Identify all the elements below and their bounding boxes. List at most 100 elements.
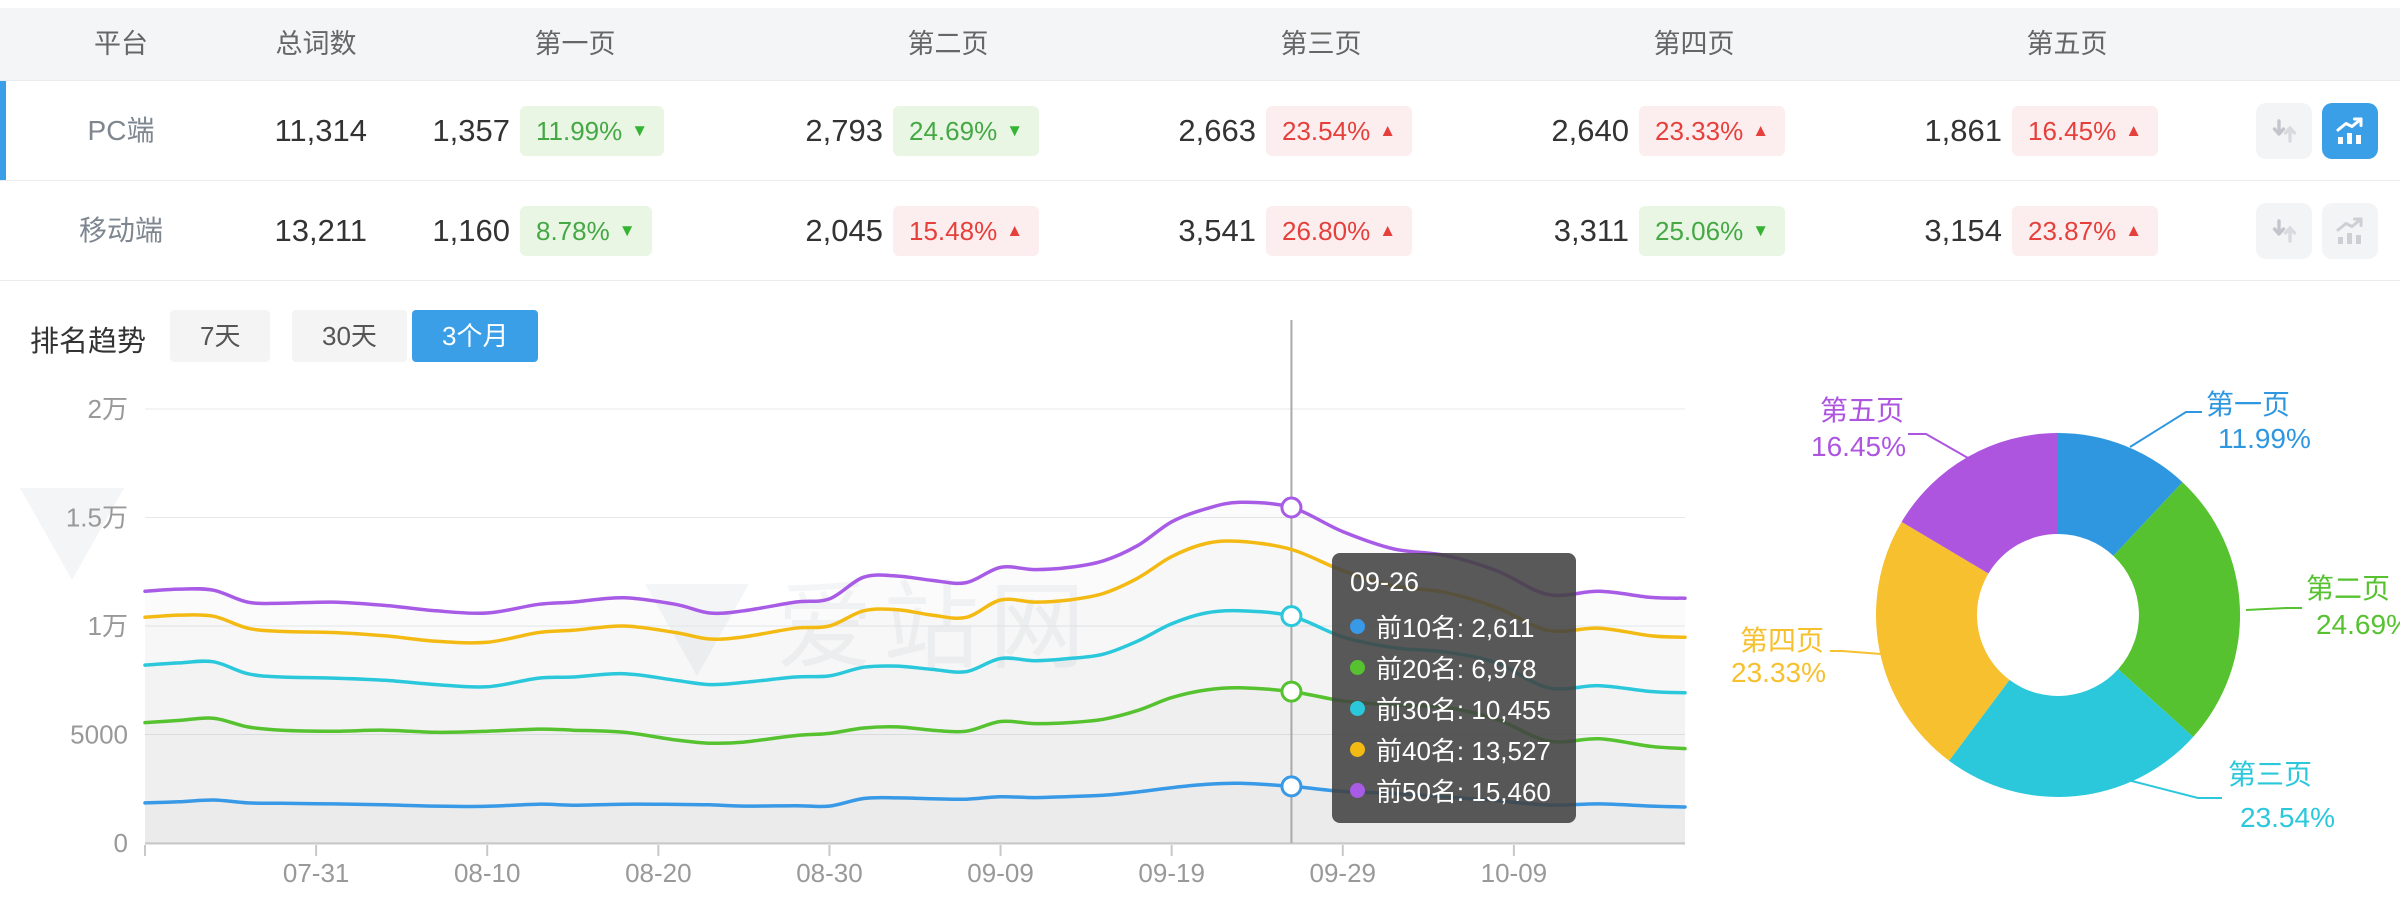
- page2-count: 2,793: [805, 113, 883, 148]
- svg-text:08-20: 08-20: [625, 858, 692, 888]
- page1-pct-badge: 11.99% ▼: [520, 106, 665, 156]
- line-bar-chart-icon: [2336, 117, 2363, 144]
- tooltip-series-row: 前20名: 6,978: [1350, 647, 1558, 688]
- tooltip-series-value: 前40名: 13,527: [1376, 736, 1551, 766]
- col-header-page2: 第二页: [907, 29, 989, 59]
- donut-label: 第四页: [1740, 625, 1824, 656]
- pct-value: 16.45%: [2028, 115, 2117, 146]
- donut-slice[interactable]: [1949, 669, 2194, 797]
- pct-value: 15.48%: [909, 215, 998, 246]
- page3-stats: 3,541 26.80% ▲: [1106, 181, 1446, 280]
- platform-label: PC端: [87, 115, 155, 146]
- page4-count: 2,640: [1551, 113, 1629, 148]
- page2-pct-badge: 24.69% ▼: [893, 106, 1040, 156]
- show-trend-chart-button[interactable]: [2322, 203, 2378, 259]
- donut-slice[interactable]: [1876, 521, 2010, 761]
- table-row-mobile[interactable]: 移动端 13,211 1,160 8.78% ▼ 2,045 15.48% ▲ 3,…: [0, 181, 2400, 281]
- platform-label: 移动端: [78, 215, 163, 246]
- sort-button[interactable]: [2256, 103, 2312, 159]
- page5-stats: 3,154 23.87% ▲: [1852, 181, 2192, 280]
- tab-3-months[interactable]: 3个月: [412, 310, 539, 362]
- total-words: 13,211: [274, 213, 367, 248]
- page1-pct-badge: 8.78% ▼: [520, 206, 652, 256]
- total-words: 11,314: [274, 113, 367, 148]
- tooltip-series-value: 前10名: 2,611: [1376, 613, 1535, 643]
- col-header-total: 总词数: [275, 29, 357, 59]
- donut-label: 第一页: [2206, 389, 2290, 420]
- page4-count: 3,311: [1553, 213, 1629, 248]
- donut-slice[interactable]: [2113, 482, 2241, 737]
- svg-text:5000: 5000: [70, 720, 128, 750]
- trend-section-title: 排名趋势: [30, 326, 147, 358]
- table-header: 平台 总词数 第一页 第二页 第三页 第四页 第五页: [0, 8, 2400, 81]
- page1-stats: 1,357 11.99% ▼: [360, 81, 700, 180]
- series-dot-icon: [1350, 783, 1365, 798]
- tab-30-days[interactable]: 30天: [292, 310, 407, 362]
- page5-pct-badge: 23.87% ▲: [2012, 206, 2159, 256]
- page5-stats: 1,861 16.45% ▲: [1852, 81, 2192, 180]
- tooltip-series-value: 前30名: 10,455: [1376, 695, 1551, 725]
- sort-button[interactable]: [2256, 203, 2312, 259]
- donut-slice[interactable]: [2058, 433, 2183, 556]
- show-trend-chart-button[interactable]: [2322, 103, 2378, 159]
- trend-arrow-icon: ▲: [2125, 221, 2143, 240]
- sort-arrows-icon: [2272, 219, 2297, 243]
- donut-slice[interactable]: [1901, 432, 2058, 574]
- series-dot-icon: [1350, 619, 1365, 634]
- donut-percent: 23.54%: [2240, 802, 2335, 833]
- page1-count: 1,357: [432, 113, 510, 148]
- col-header-page5: 第五页: [2026, 29, 2108, 59]
- trend-arrow-icon: ▲: [1379, 221, 1397, 240]
- svg-text:08-10: 08-10: [454, 858, 521, 888]
- svg-text:10-09: 10-09: [1481, 858, 1548, 888]
- pct-value: 11.99%: [536, 115, 623, 146]
- svg-text:1万: 1万: [88, 611, 128, 641]
- page3-stats: 2,663 23.54% ▲: [1106, 81, 1446, 180]
- donut-percent: 24.69%: [2316, 609, 2400, 640]
- chart-tooltip: 09-26 前10名: 2,611 前20名: 6,978 前30名: 10,455…: [1332, 553, 1576, 823]
- trend-arrow-icon: ▼: [631, 121, 649, 140]
- col-header-page1: 第一页: [534, 29, 616, 59]
- page4-stats: 3,311 25.06% ▼: [1479, 181, 1819, 280]
- col-header-page4: 第四页: [1653, 29, 1735, 59]
- page4-pct-badge: 23.33% ▲: [1639, 106, 1786, 156]
- tooltip-date: 09-26: [1350, 567, 1420, 597]
- page4-pct-badge: 25.06% ▼: [1639, 206, 1786, 256]
- trend-arrow-icon: ▲: [2125, 121, 2143, 140]
- page1-count: 1,160: [432, 213, 510, 248]
- donut-label: 第五页: [1820, 395, 1904, 426]
- pct-value: 24.69%: [909, 115, 998, 146]
- page2-pct-badge: 15.48% ▲: [893, 206, 1040, 256]
- sort-arrows-icon: [2272, 119, 2297, 143]
- donut-label: 第三页: [2228, 759, 2312, 790]
- tab-7-days[interactable]: 7天: [170, 310, 271, 362]
- page5-count: 1,861: [1924, 113, 2002, 148]
- trend-arrow-icon: ▼: [1752, 221, 1770, 240]
- page4-stats: 2,640 23.33% ▲: [1479, 81, 1819, 180]
- svg-text:09-29: 09-29: [1310, 858, 1377, 888]
- page3-count: 2,663: [1178, 113, 1256, 148]
- table-row-pc[interactable]: PC端 11,314 1,357 11.99% ▼ 2,793 24.69% ▼ 2…: [0, 81, 2400, 181]
- page1-stats: 1,160 8.78% ▼: [360, 181, 700, 280]
- tooltip-series-row: 前50名: 15,460: [1350, 770, 1558, 811]
- donut-percent: 11.99%: [2218, 423, 2311, 454]
- page2-stats: 2,793 24.69% ▼: [733, 81, 1073, 180]
- page2-count: 2,045: [805, 213, 883, 248]
- tooltip-series-row: 前30名: 10,455: [1350, 688, 1558, 729]
- pct-value: 25.06%: [1655, 215, 1744, 246]
- donut-percent: 23.33%: [1731, 657, 1826, 688]
- col-header-page3: 第三页: [1280, 29, 1362, 59]
- trend-arrow-icon: ▲: [1379, 121, 1397, 140]
- trend-arrow-icon: ▲: [1752, 121, 1770, 140]
- pct-value: 8.78%: [536, 215, 610, 246]
- page5-count: 3,154: [1924, 213, 2002, 248]
- svg-text:09-09: 09-09: [967, 858, 1034, 888]
- donut-label: 第二页: [2306, 573, 2390, 604]
- series-dot-icon: [1350, 660, 1365, 675]
- svg-text:09-19: 09-19: [1138, 858, 1205, 888]
- svg-text:07-31: 07-31: [283, 858, 350, 888]
- page3-pct-badge: 26.80% ▲: [1266, 206, 1413, 256]
- svg-text:0: 0: [114, 828, 128, 858]
